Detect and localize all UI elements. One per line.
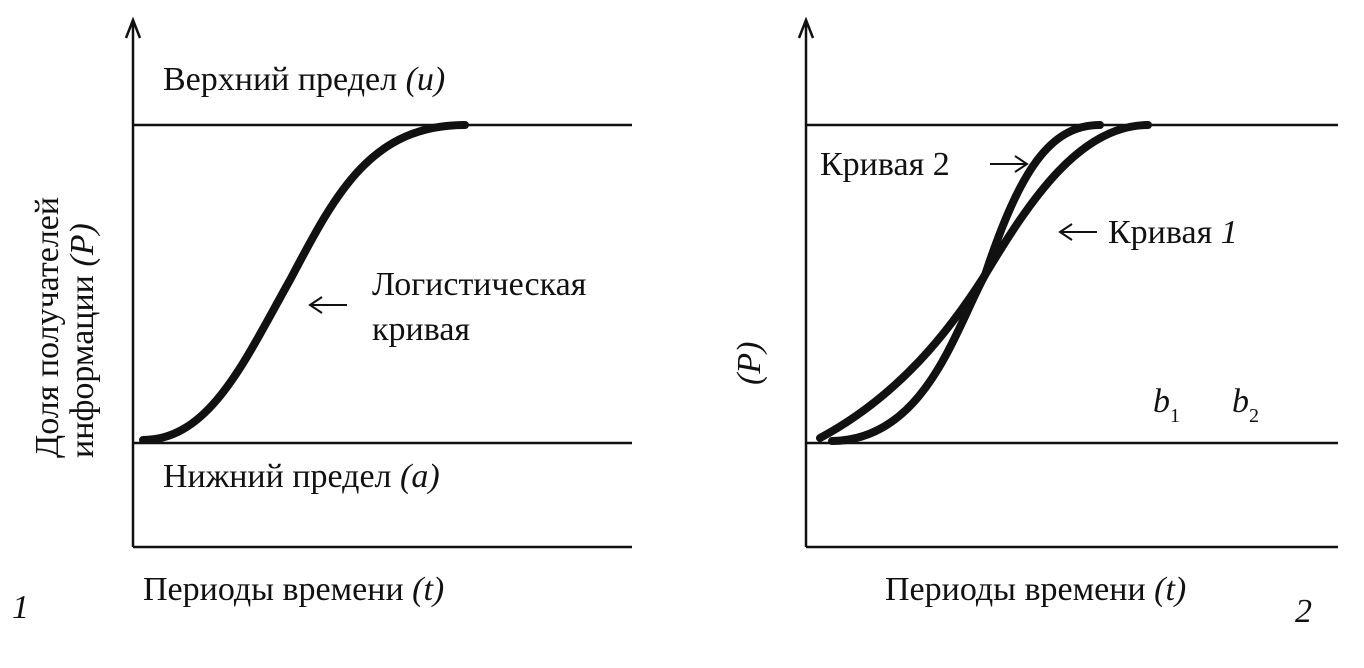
label-number: 2 — [933, 146, 950, 183]
label-base: b — [1153, 383, 1170, 420]
x-axis-label: Периоды времени (t) — [143, 571, 444, 608]
curve1-label: Кривая 1 — [1108, 214, 1238, 251]
curve2-label: Кривая 2 — [820, 146, 950, 183]
logistic-curve — [139, 121, 469, 444]
b1-label: b1 — [1153, 383, 1180, 427]
label-text: Нижний предел — [163, 458, 392, 495]
label-sub: 1 — [1170, 405, 1180, 427]
arrow — [308, 296, 347, 314]
label-text: Периоды времени — [885, 571, 1146, 608]
label-base: b — [1232, 383, 1249, 420]
curve-2 — [828, 121, 1104, 445]
y-axis-label-line1: Доля получателей — [29, 197, 66, 458]
label-text: информации — [64, 275, 101, 458]
panel-number: 1 — [12, 589, 29, 626]
x-axis-label: Периоды времени (t) — [885, 571, 1186, 608]
upper-limit-label: Верхний предел (u) — [163, 61, 445, 98]
label-text: Периоды времени — [143, 571, 404, 608]
y-axis — [797, 16, 815, 547]
panel-number: 2 — [1295, 593, 1312, 630]
label-symbol: (t) — [412, 571, 444, 608]
label-text: Кривая — [820, 146, 925, 183]
label-number: 1 — [1221, 214, 1238, 251]
label-symbol: (u) — [406, 61, 446, 98]
arrow — [990, 155, 1029, 173]
label-symbol: (P) — [64, 223, 101, 266]
label-symbol: (t) — [1154, 571, 1186, 608]
lower-limit-label: Нижний предел (a) — [163, 458, 440, 495]
panel-2: (P) Кривая 2 Кривая 1 b1 b2 Периоды врем… — [731, 16, 1338, 630]
label-text: Верхний предел — [163, 61, 397, 98]
label-sub: 2 — [1249, 405, 1259, 427]
label-text: Кривая — [1108, 214, 1213, 251]
label-symbol: (a) — [400, 458, 440, 495]
curve-label-line1: Логистическая — [372, 266, 587, 303]
arrow — [1058, 223, 1097, 241]
panel-1: Верхний предел (u) Нижний предел (a) Лог… — [12, 16, 632, 626]
y-axis-label: (P) — [731, 342, 768, 385]
b2-label: b2 — [1232, 383, 1259, 427]
y-axis — [124, 16, 142, 547]
y-axis-label-line2: информации (P) — [64, 223, 101, 458]
curve-label-line2: кривая — [372, 311, 470, 348]
